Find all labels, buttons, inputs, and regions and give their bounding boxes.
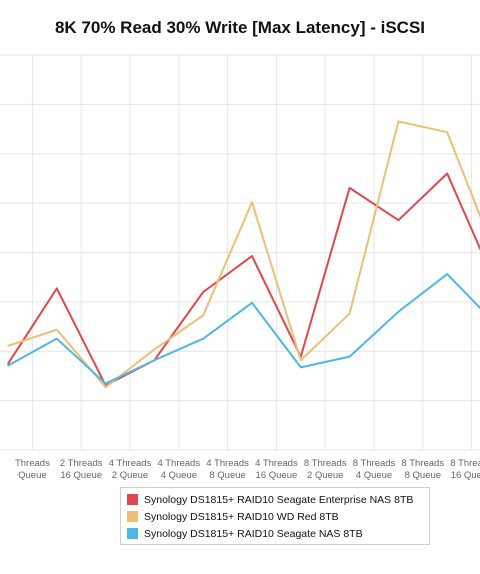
x-tick-label: 4 Queue: [161, 470, 197, 481]
data-point-s2-9: [446, 131, 449, 134]
data-point-s1-8: [397, 219, 400, 221]
legend-label: Synology DS1815+ RAID10 WD Red 8TB: [144, 510, 339, 523]
x-tick-label: 2 Queue: [112, 470, 148, 481]
data-point-s2-3: [153, 348, 156, 351]
data-point-s2-0: [7, 345, 9, 347]
series-line-1: [7, 172, 480, 387]
legend-item: Synology DS1815+ RAID10 Seagate Enterpri…: [127, 491, 429, 508]
x-tick-label: 8 Queue: [405, 470, 441, 481]
x-tick-label: 2 Threads: [60, 458, 103, 469]
x-tick-label: 16 Queue: [256, 470, 298, 481]
x-tick-label: 4 Threads: [206, 458, 249, 469]
data-point-s3-1: [56, 337, 58, 340]
data-point-s3-4: [202, 337, 204, 340]
data-point-s2-6: [300, 359, 302, 362]
legend-swatch: [127, 494, 138, 505]
data-point-s1-9: [446, 172, 449, 175]
data-point-s1-7: [348, 187, 351, 189]
legend-swatch: [127, 511, 138, 522]
data-point-s2-2: [104, 386, 107, 388]
x-tick-label: 4 Threads: [255, 458, 298, 469]
data-point-s3-8: [397, 310, 400, 313]
data-point-s2-7: [348, 312, 351, 315]
x-tick-label: Queue: [18, 470, 47, 481]
legend-label: Synology DS1815+ RAID10 Seagate NAS 8TB: [144, 527, 363, 540]
x-tick-label: 8 Threads: [353, 458, 396, 469]
data-point-s3-6: [300, 366, 302, 369]
chart-title: 8K 70% Read 30% Write [Max Latency] - iS…: [54, 18, 426, 37]
series-line-2: [7, 120, 480, 389]
data-point-s2-1: [56, 328, 58, 331]
x-tick-label: 8 Queue: [209, 470, 245, 481]
x-tick-label: 8 Threads: [450, 458, 480, 469]
data-point-s3-7: [348, 355, 351, 358]
data-point-s1-5: [251, 255, 253, 257]
legend-label: Synology DS1815+ RAID10 Seagate Enterpri…: [144, 493, 414, 506]
x-tick-label: 8 Threads: [401, 458, 444, 469]
grid: [0, 54, 480, 451]
data-point-s2-4: [202, 314, 204, 317]
data-point-s1-4: [202, 291, 204, 293]
data-point-s2-8: [397, 120, 400, 123]
x-tick-label: 8 Threads: [304, 458, 347, 469]
x-tick-label: 4 Threads: [157, 458, 200, 469]
x-tick-label: 16 Queue: [60, 470, 102, 481]
legend: Synology DS1815+ RAID10 Seagate Enterpri…: [120, 487, 430, 545]
data-point-s1-1: [56, 287, 58, 290]
legend-item: Synology DS1815+ RAID10 Seagate NAS 8TB: [127, 525, 429, 542]
data-point-s3-9: [446, 273, 449, 275]
data-point-s3-0: [7, 364, 9, 367]
legend-swatch: [127, 528, 138, 539]
x-tick-label: 4 Queue: [356, 470, 392, 481]
data-point-s3-3: [153, 359, 156, 362]
series-lines: [7, 120, 480, 389]
data-point-s1-0: [7, 363, 9, 365]
series-line-3: [7, 273, 480, 385]
data-point-s3-5: [251, 301, 253, 304]
x-tick-label: Threads: [15, 458, 50, 469]
x-tick-label: 4 Threads: [109, 458, 152, 469]
legend-item: Synology DS1815+ RAID10 WD Red 8TB: [127, 508, 429, 525]
data-point-s3-2: [104, 382, 107, 385]
data-point-s2-5: [251, 201, 253, 204]
x-tick-label: 2 Queue: [307, 470, 343, 481]
x-tick-label: 16 Queue: [451, 470, 480, 481]
